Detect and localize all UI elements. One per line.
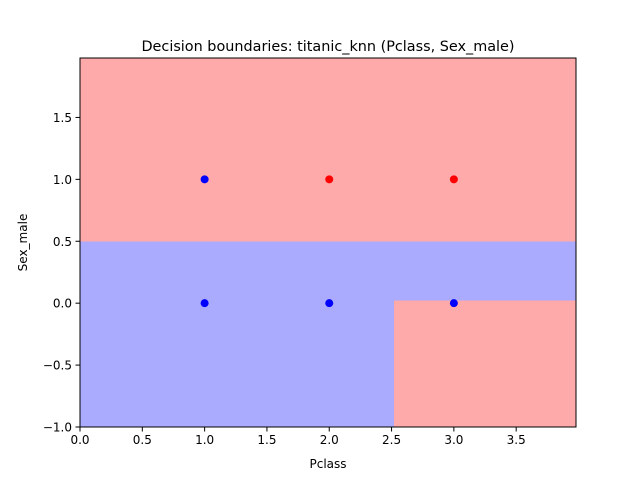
data-point-blue <box>200 175 209 184</box>
chart-title: Decision boundaries: titanic_knn (Pclass… <box>141 39 514 55</box>
x-tick-label: 0.0 <box>70 433 89 447</box>
y-tick-label: −1.0 <box>43 421 72 435</box>
x-tick-label: 3.0 <box>444 433 463 447</box>
decision-region-red <box>394 300 576 427</box>
decision-regions <box>80 58 576 427</box>
x-tick-label: 2.0 <box>320 433 339 447</box>
x-tick-label: 3.5 <box>507 433 526 447</box>
x-tick-label: 1.5 <box>257 433 276 447</box>
x-tick-label: 1.0 <box>195 433 214 447</box>
x-tick-label: 2.5 <box>382 433 401 447</box>
decision-region-red <box>80 58 576 242</box>
x-axis-label: Pclass <box>309 457 346 471</box>
x-axis-ticks: 0.0 0.5 1.0 1.5 2.0 2.5 3.0 3.5 <box>70 427 526 447</box>
decision-region-blue <box>80 241 395 427</box>
data-point-red <box>325 175 334 184</box>
data-point-blue <box>325 299 334 308</box>
scatter-points <box>200 175 458 308</box>
y-tick-label: 0.5 <box>53 235 72 249</box>
axes-frame <box>79 57 577 428</box>
decision-region-blue <box>394 241 576 301</box>
y-tick-label: 0.0 <box>53 297 72 311</box>
x-tick-label: 0.5 <box>133 433 152 447</box>
y-tick-label: −0.5 <box>43 359 72 373</box>
y-axis-ticks: −1.0 −0.5 0.0 0.5 1.0 1.5 <box>43 111 80 435</box>
data-point-red <box>449 175 458 184</box>
y-tick-label: 1.5 <box>53 111 72 125</box>
y-tick-label: 1.0 <box>53 173 72 187</box>
data-point-blue <box>200 299 209 308</box>
data-point-blue <box>449 299 458 308</box>
y-axis-label: Sex_male <box>16 214 30 272</box>
